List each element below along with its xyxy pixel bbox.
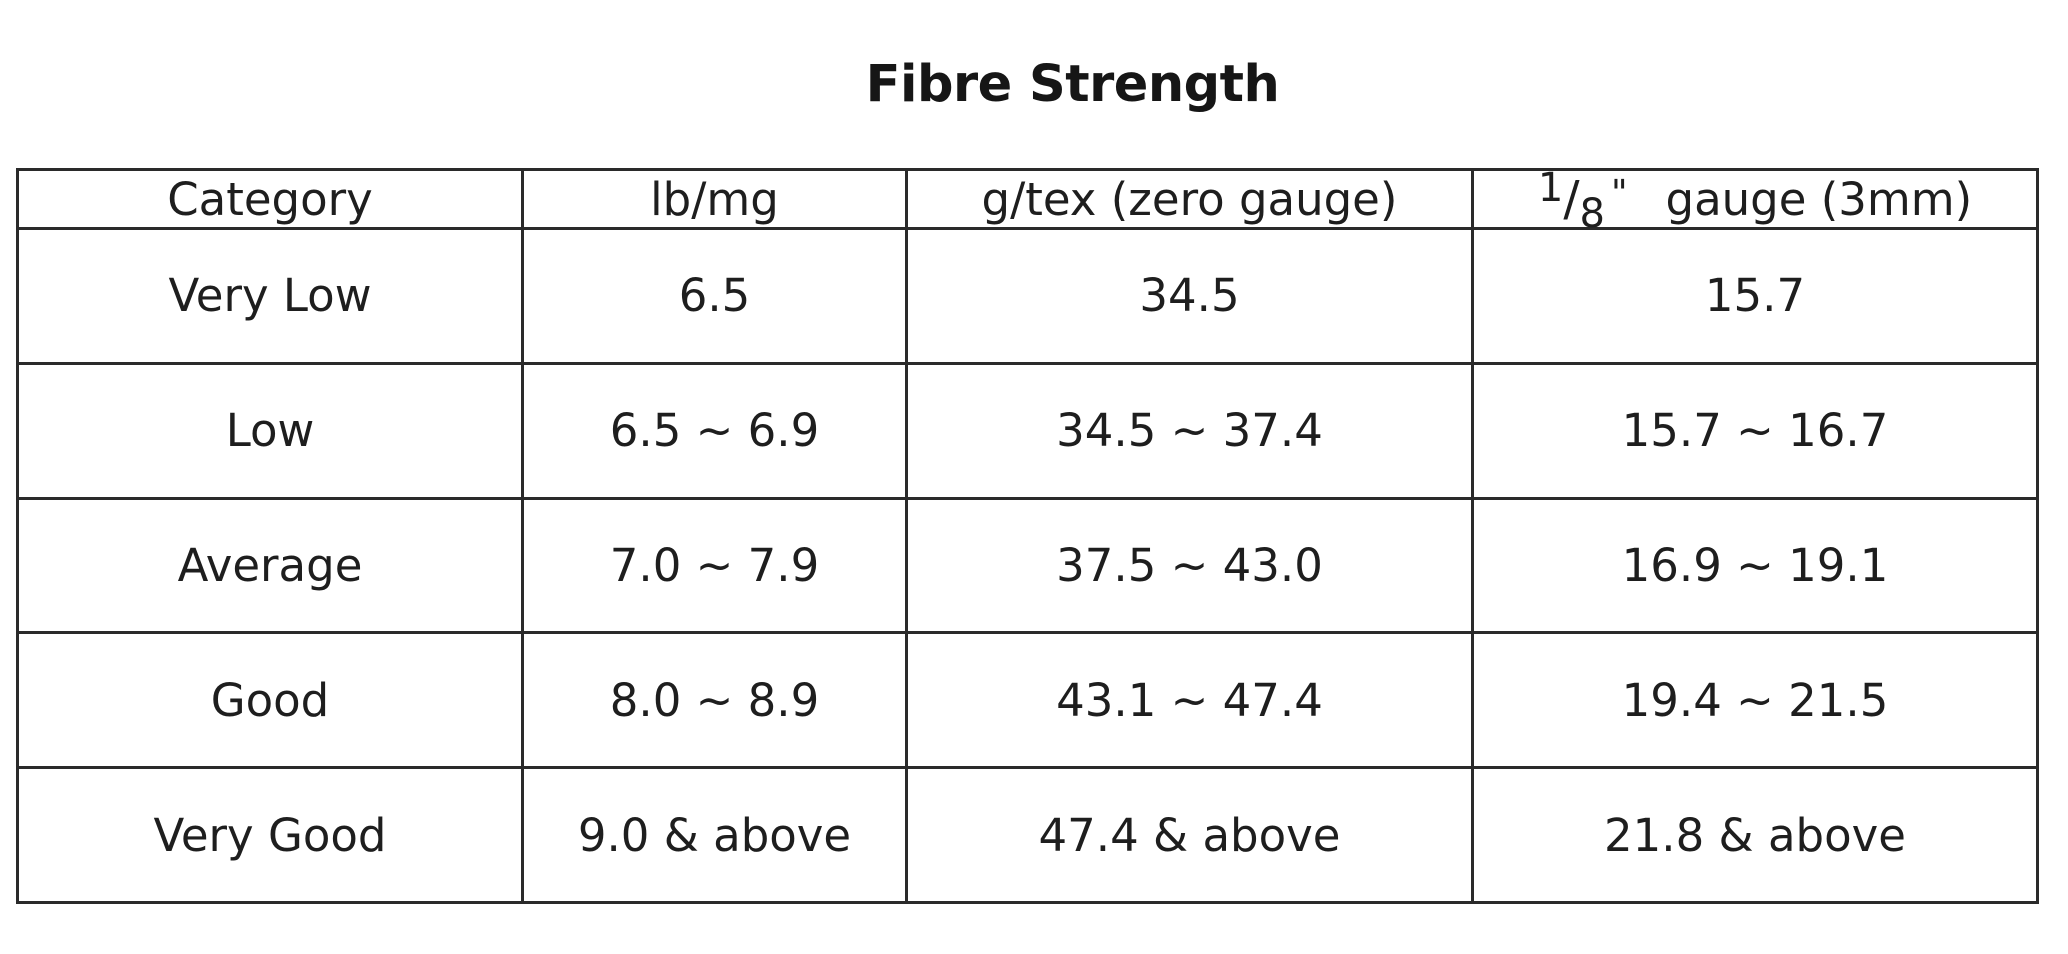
cell-g-tex: 34.5 <box>905 227 1474 365</box>
table-row: Very Good 9.0 & above 47.4 & above 21.8 … <box>16 766 2039 904</box>
cell-eighth-gauge: 15.7 <box>1471 227 2039 365</box>
cell-lb-mg: 6.5 ~ 6.9 <box>521 361 908 500</box>
cell-category: Low <box>16 361 524 500</box>
cell-eighth-gauge: 15.7 ~ 16.7 <box>1471 361 2039 500</box>
cell-eighth-gauge: 16.9 ~ 19.1 <box>1471 496 2039 635</box>
table-row: Very Low 6.5 34.5 15.7 <box>16 227 2039 365</box>
cell-category: Average <box>16 496 524 635</box>
cell-lb-mg: 7.0 ~ 7.9 <box>521 496 908 635</box>
header-eighth-inch-gauge: 1/8 " gauge (3mm) <box>1471 165 2039 237</box>
page-title: Fibre Strength <box>865 55 1280 114</box>
cell-g-tex: 47.4 & above <box>905 766 1474 904</box>
cell-lb-mg: 9.0 & above <box>521 766 908 904</box>
cell-g-tex: 43.1 ~ 47.4 <box>905 631 1474 770</box>
cell-g-tex: 34.5 ~ 37.4 <box>905 361 1474 500</box>
cell-eighth-gauge: 19.4 ~ 21.5 <box>1471 631 2039 770</box>
gauge-label: gauge (3mm) <box>1665 173 1973 226</box>
header-lb-mg: lb/mg <box>521 168 908 230</box>
cell-eighth-gauge: 21.8 & above <box>1471 766 2039 904</box>
cell-g-tex: 37.5 ~ 43.0 <box>905 496 1474 635</box>
cell-category: Very Low <box>16 227 524 365</box>
table-row: Average 7.0 ~ 7.9 37.5 ~ 43.0 16.9 ~ 19.… <box>16 496 2039 635</box>
table-row: Low 6.5 ~ 6.9 34.5 ~ 37.4 15.7 ~ 16.7 <box>16 361 2039 500</box>
header-category: Category <box>16 168 524 230</box>
fraction-denominator: 8 <box>1579 191 1605 237</box>
header-g-tex: g/tex (zero gauge) <box>905 168 1474 230</box>
cell-lb-mg: 6.5 <box>521 227 908 365</box>
cell-category: Very Good <box>16 766 524 904</box>
cell-lb-mg: 8.0 ~ 8.9 <box>521 631 908 770</box>
fibre-strength-table: Category lb/mg g/tex (zero gauge) 1/8 " ga… <box>16 165 2039 904</box>
cell-category: Good <box>16 631 524 770</box>
inch-mark: " <box>1610 173 1628 214</box>
table-header-row: Category lb/mg g/tex (zero gauge) 1/8 " ga… <box>16 165 2039 237</box>
fraction-slash: / <box>1563 171 1580 227</box>
table-row: Good 8.0 ~ 8.9 43.1 ~ 47.4 19.4 ~ 21.5 <box>16 631 2039 770</box>
eighth-inch-fraction: 1/8 " <box>1538 165 1628 237</box>
fraction-numerator: 1 <box>1537 165 1564 211</box>
